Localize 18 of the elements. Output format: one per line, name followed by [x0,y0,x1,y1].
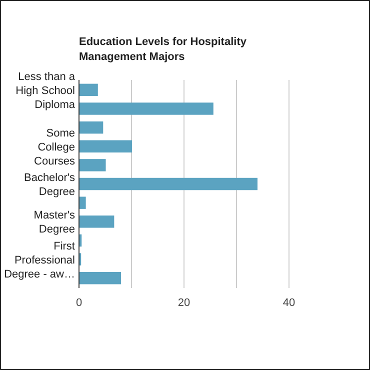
bar [79,121,104,134]
y-tick-label: First Professional Degree - aw… [4,240,75,280]
x-tick-label: 40 [282,297,296,309]
y-tick-label: Bachelor's Degree [24,172,76,198]
bar [79,196,86,209]
bar [79,102,214,115]
bar [79,272,121,284]
bar [79,216,114,228]
bar [79,84,98,96]
bar [79,159,106,172]
y-tick-label: Master's Degree [34,210,76,236]
bar [79,178,258,190]
bar [79,140,132,152]
x-tick-label: 20 [178,297,190,309]
chart-title: Education Levels for Hospitality Management Majors [79,36,248,63]
y-tick-label: Less than a High School Diploma [16,70,76,111]
x-tick-label: 0 [76,297,82,309]
y-tick-label: Some College Courses [34,127,76,168]
